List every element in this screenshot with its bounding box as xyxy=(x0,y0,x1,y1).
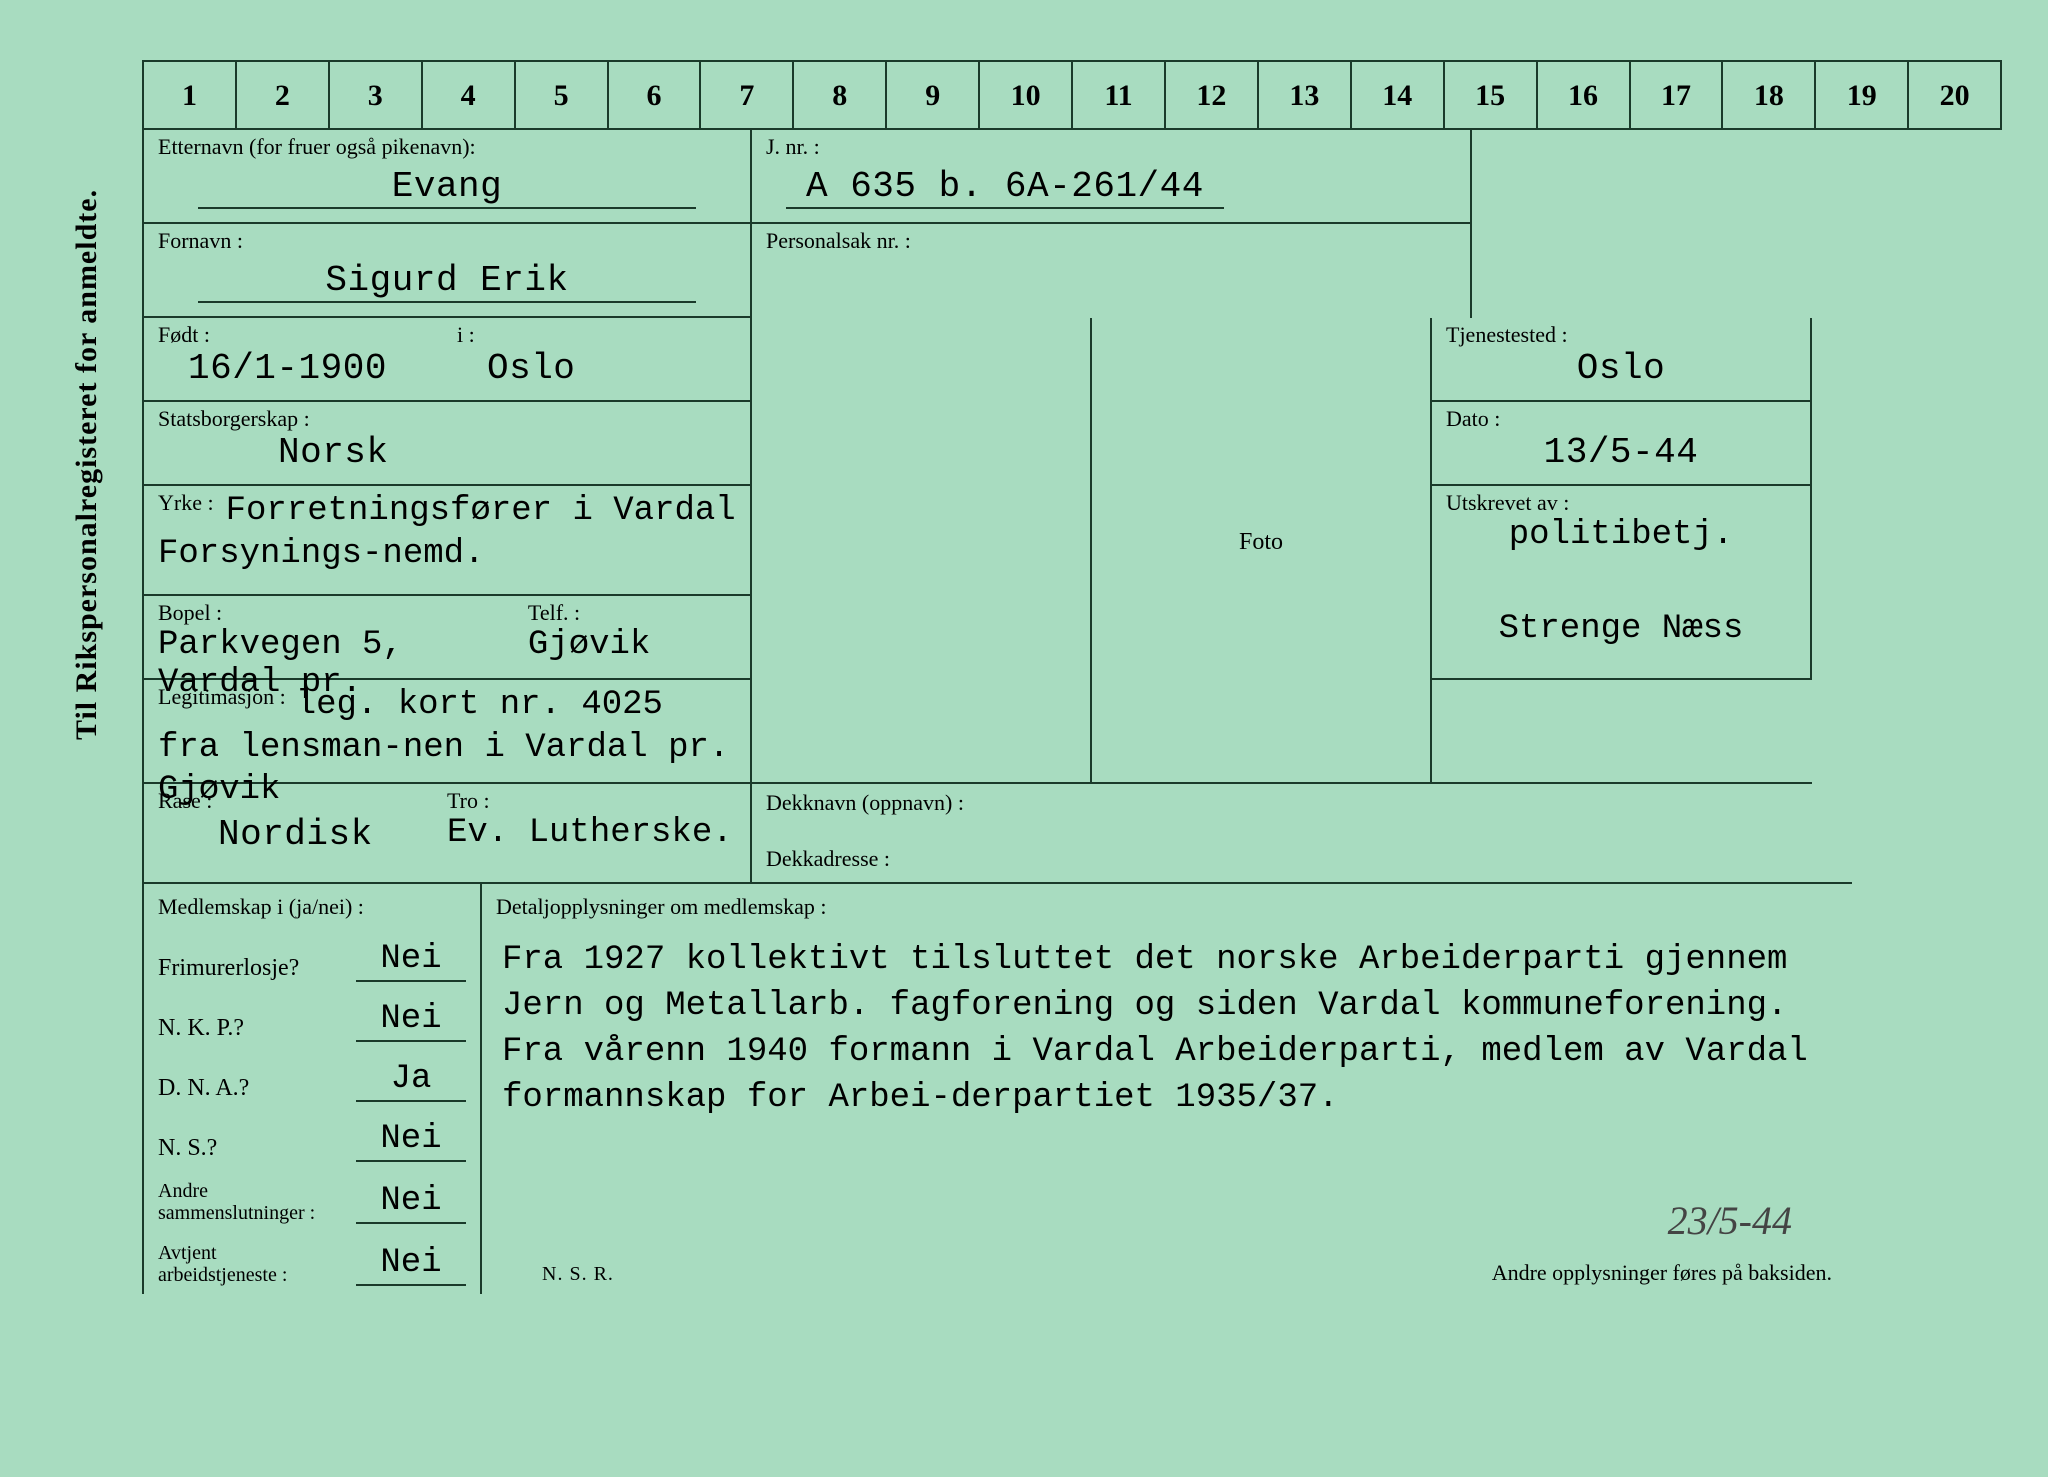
label-nkp: N. K. P.? xyxy=(158,1015,356,1042)
value-jnr: A 635 b. 6A-261/44 xyxy=(786,166,1224,209)
value-fornavn: Sigurd Erik xyxy=(325,260,568,301)
ruler-cell: 19 xyxy=(1816,62,1909,128)
label-fodt: Født : xyxy=(158,322,437,348)
form-body: Etternavn (for fruer også pikenavn): Eva… xyxy=(142,130,2002,1294)
ruler-cell: 2 xyxy=(237,62,330,128)
value-ns: Nei xyxy=(356,1120,466,1162)
ruler-cell: 10 xyxy=(980,62,1073,128)
handwritten-date: 23/5-44 xyxy=(1668,1197,1792,1244)
value-tjenestested: Oslo xyxy=(1446,348,1796,389)
label-avtjent: Avtjent arbeidstjeneste : xyxy=(158,1242,356,1286)
footer-note: Andre opplysninger føres på baksiden. xyxy=(1492,1260,1832,1286)
ruler-cell: 7 xyxy=(701,62,794,128)
label-tjenestested: Tjenestested : xyxy=(1446,322,1796,348)
label-personalsak: Personalsak nr. : xyxy=(766,228,1456,254)
label-utskrevet: Utskrevet av : xyxy=(1446,490,1796,516)
value-frimurer: Nei xyxy=(356,940,466,982)
side-title: Til Rikspersonalregisteret for anmeldte. xyxy=(70,189,104,740)
label-dekkadresse: Dekkadresse : xyxy=(766,846,1838,872)
value-etternavn: Evang xyxy=(392,166,503,207)
label-foto: Foto xyxy=(1239,529,1283,556)
label-dato: Dato : xyxy=(1446,406,1796,432)
label-detalj: Detaljopplysninger om medlemskap : xyxy=(496,888,1838,926)
ruler-cell: 15 xyxy=(1445,62,1538,128)
label-tro: Tro : xyxy=(447,788,736,814)
ruler-cell: 1 xyxy=(144,62,237,128)
ruler-cell: 17 xyxy=(1631,62,1724,128)
value-rase: Nordisk xyxy=(158,814,447,855)
label-bopel: Bopel : xyxy=(158,600,528,626)
label-ns: N. S.? xyxy=(158,1135,356,1162)
value-utskrevet2: Strenge Næss xyxy=(1446,600,1796,648)
value-andre: Nei xyxy=(356,1182,466,1224)
label-nsr: N. S. R. xyxy=(542,1263,614,1286)
value-fodested: Oslo xyxy=(457,348,736,389)
ruler-cell: 16 xyxy=(1538,62,1631,128)
value-stats: Norsk xyxy=(158,432,736,473)
value-avtjent: Nei xyxy=(356,1244,466,1286)
label-dekknavn: Dekknavn (oppnavn) : xyxy=(766,790,1838,816)
value-dna: Ja xyxy=(356,1060,466,1102)
label-yrke: Yrke : xyxy=(158,490,226,516)
ruler-cell: 14 xyxy=(1352,62,1445,128)
label-jnr: J. nr. : xyxy=(766,134,1456,160)
ruler-cell: 3 xyxy=(330,62,423,128)
ruler-cell: 12 xyxy=(1166,62,1259,128)
registry-card: Til Rikspersonalregisteret for anmeldte.… xyxy=(50,20,2000,1440)
label-fornavn: Fornavn : xyxy=(158,228,736,254)
label-dna: D. N. A.? xyxy=(158,1075,356,1102)
ruler-cell: 18 xyxy=(1723,62,1816,128)
ruler-cell: 5 xyxy=(516,62,609,128)
value-nkp: Nei xyxy=(356,1000,466,1042)
ruler-cell: 9 xyxy=(887,62,980,128)
ruler-cell: 13 xyxy=(1259,62,1352,128)
value-detalj: Fra 1927 kollektivt tilsluttet det norsk… xyxy=(502,938,1832,1122)
ruler-cell: 4 xyxy=(423,62,516,128)
label-andre: Andre sammenslutninger : xyxy=(158,1180,356,1224)
ruler-cell: 20 xyxy=(1909,62,2000,128)
label-legit: Legitimasjon : xyxy=(158,684,296,710)
label-medlemskap: Medlemskap i (ja/nei) : xyxy=(158,888,466,926)
ruler-strip: 1234567891011121314151617181920 xyxy=(142,60,2002,130)
ruler-cell: 8 xyxy=(794,62,887,128)
ruler-cell: 11 xyxy=(1073,62,1166,128)
label-frimurer: Frimurerlosje? xyxy=(158,955,356,982)
label-i: i : xyxy=(457,322,736,348)
value-dato: 13/5-44 xyxy=(1446,432,1796,473)
value-telf: Gjøvik xyxy=(528,626,736,664)
ruler-cell: 6 xyxy=(609,62,702,128)
value-yrke: Forretningsfører i Vardal Forsynings-nem… xyxy=(158,492,736,573)
label-rase: Rase : xyxy=(158,788,447,814)
value-fodt: 16/1-1900 xyxy=(158,348,437,389)
label-telf: Telf. : xyxy=(528,600,736,626)
value-utskrevet1: politibetj. xyxy=(1446,516,1796,554)
value-tro: Ev. Lutherske. xyxy=(447,814,736,852)
label-etternavn: Etternavn (for fruer også pikenavn): xyxy=(158,134,736,160)
label-stats: Statsborgerskap : xyxy=(158,406,736,432)
